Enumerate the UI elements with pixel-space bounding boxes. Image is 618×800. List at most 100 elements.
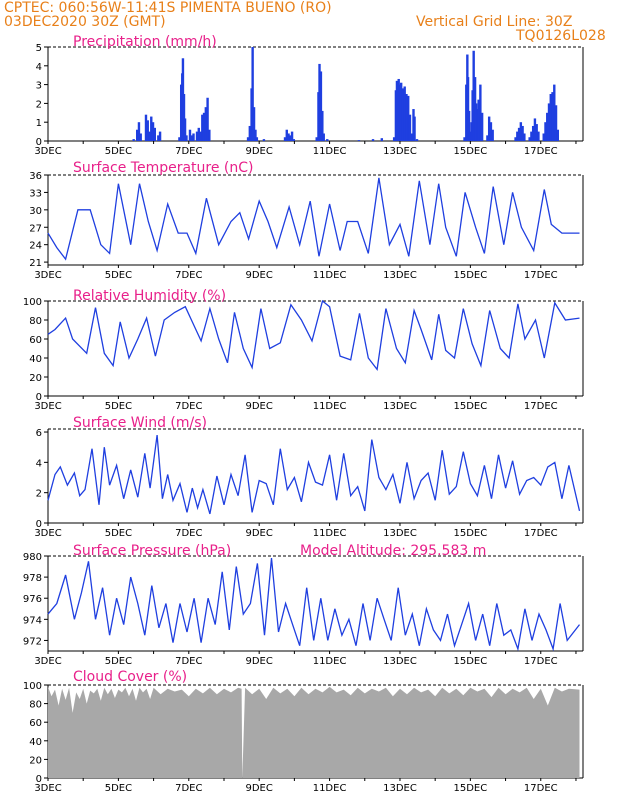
precip-bar [289,135,292,141]
precip-bar [542,133,545,141]
x-tick-label: 15DEC [454,146,488,157]
y-tick-label: 80 [29,700,42,711]
precip-bar [531,125,535,141]
precip-bar [319,71,323,141]
precip-bar [554,105,558,141]
precip-bar [533,118,537,141]
y-tick-label: 100 [23,681,42,692]
x-tick-label: 15DEC [454,656,488,667]
x-tick-label: 17DEC [524,528,558,539]
x-tick-label: 9DEC [245,656,272,667]
precip-bar [255,137,259,141]
precip-bar [546,112,549,141]
x-tick-label: 17DEC [524,146,558,157]
precip-bar [151,122,155,141]
y-tick-label: 0 [36,392,42,403]
precip-bar [132,139,135,141]
x-tick-label: 17DEC [524,783,558,794]
precip-bar [290,131,294,141]
precip-bar [547,103,551,141]
precip-bar [467,110,471,141]
precip-bar [139,133,142,141]
x-tick-label: 3DEC [34,401,61,412]
precip-bar [135,129,139,141]
x-tick-label: 17DEC [524,401,558,412]
precip-bar [407,95,410,141]
panel-title: Surface Temperature (nC) [73,160,254,176]
precip-bar [185,135,188,141]
x-tick-label: 7DEC [175,146,202,157]
precip-bar [491,129,494,141]
y-tick-label: 972 [23,636,42,647]
precip-bar [474,103,478,141]
precip-bar [477,99,480,141]
y-tick-label: 2 [36,99,42,110]
x-tick-label: 5DEC [105,783,132,794]
y-tick-label: 980 [23,552,42,563]
y-tick-label: 2 [36,489,42,500]
x-tick-label: 15DEC [454,783,488,794]
precip-bar [408,114,412,141]
precip-bar [202,112,206,141]
precip-bar [380,138,384,141]
precip-bar [468,131,472,141]
precip-bar [285,129,288,141]
y-tick-label: 30 [29,206,42,217]
y-tick-label: 976 [23,594,42,605]
x-tick-label: 15DEC [454,528,488,539]
precip-bar [549,94,552,141]
panel-title: Surface Pressure (hPa) [73,543,231,559]
precip-bar [530,131,533,141]
panel-title: Relative Humidity (%) [73,288,226,304]
panel-title: Surface Wind (m/s) [73,415,207,431]
precip-bar [528,137,531,141]
x-tick-label: 7DEC [175,528,202,539]
precip-bar [480,112,484,141]
precip-bar [472,50,475,142]
y-tick-label: 36 [29,171,42,182]
precip-bar [183,118,187,141]
precip-bar [146,120,149,141]
series-line [47,299,580,372]
x-tick-label: 7DEC [175,783,202,794]
x-tick-label: 15DEC [454,270,488,281]
precip-bar [262,139,266,141]
x-tick-label: 5DEC [105,401,132,412]
station-header: CPTEC: 060:56W-11:41S PIMENTA BUENO (RO) [4,0,332,16]
y-tick-label: 24 [29,241,42,252]
precip-bar [537,131,540,141]
x-tick-label: 5DEC [105,270,132,281]
precip-bar [523,133,526,141]
precip-bar [322,133,325,141]
y-tick-label: 33 [29,188,42,199]
precip-bar [251,47,254,141]
x-tick-label: 17DEC [524,656,558,667]
precip-bar [206,97,209,141]
x-tick-label: 3DEC [34,783,61,794]
precip-bar [357,140,361,141]
y-tick-label: 20 [29,373,42,384]
precip-bar [556,129,560,141]
precip-bar [413,116,416,141]
y-tick-label: 60 [29,335,42,346]
x-tick-label: 7DEC [175,401,202,412]
x-tick-label: 15DEC [454,401,488,412]
precip-bar [158,131,162,141]
x-tick-label: 11DEC [313,528,347,539]
x-tick-label: 11DEC [313,146,347,157]
precip-bar [321,110,324,141]
y-tick-label: 1 [36,118,42,129]
panel-title: Precipitation (mm/h) [73,34,217,50]
precip-bar [551,92,554,141]
cloud-area [48,686,580,778]
precip-bar [517,127,521,141]
precip-bar [246,137,250,141]
x-tick-label: 11DEC [313,270,347,281]
precip-bar [403,86,406,141]
x-tick-label: 3DEC [34,270,61,281]
precip-bar [463,137,466,141]
precip-bar [252,107,256,141]
y-tick-label: 40 [29,737,42,748]
precip-bar [318,63,321,141]
y-tick-label: 4 [36,62,42,73]
